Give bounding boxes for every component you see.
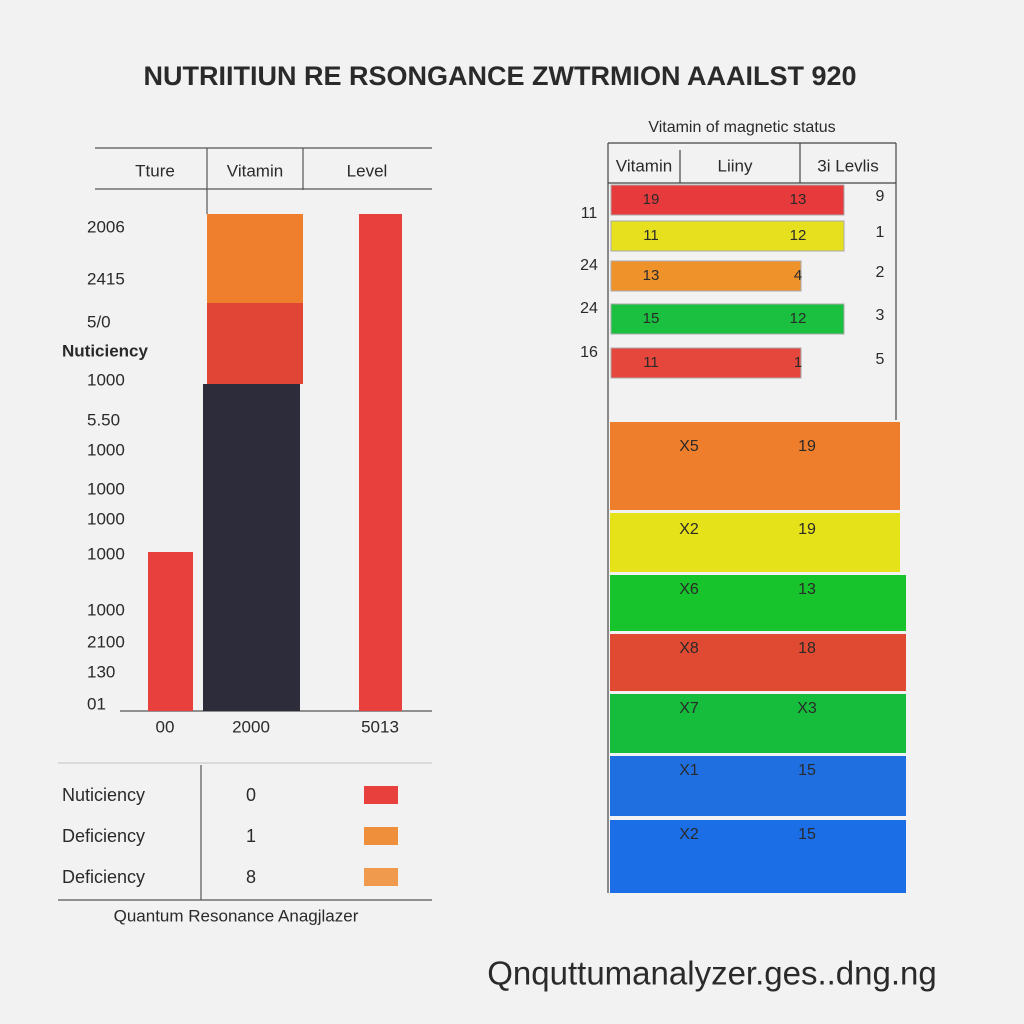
band-value: 19 [798,438,816,455]
legend-value: 1 [246,826,256,846]
row-right: 5 [876,351,885,368]
band-label: X8 [679,640,699,657]
x-label: 00 [156,717,175,736]
row-right: 1 [876,224,885,241]
band-label: X7 [679,700,699,717]
y-label: 2006 [87,217,125,236]
band [610,820,906,893]
right-frame [607,142,897,893]
y-label: 1000 [87,509,125,528]
table-header: Vitamin [227,161,283,180]
left-frame [58,147,432,901]
row-value: 12 [790,227,807,244]
y-label: 1000 [87,440,125,459]
table-header: Level [347,161,388,180]
band-value: 15 [798,762,816,779]
row-value: 13 [643,267,660,284]
y-label: 5.50 [87,410,120,429]
row-value: 15 [643,310,660,327]
row-bar [610,220,845,252]
row-value: 1 [794,354,802,371]
y-label: 1000 [87,479,125,498]
band-value: 13 [798,581,816,598]
legend-swatches [364,786,398,886]
y-label: 1000 [87,544,125,563]
legend-value: 8 [246,867,256,887]
band-label: X2 [679,521,699,538]
row-bar [610,347,802,379]
row-right: 9 [876,188,885,205]
y-label: 2415 [87,269,125,288]
y-label: 130 [87,662,115,681]
band-label: X6 [679,581,699,598]
band [610,575,906,631]
row-value: 11 [643,354,659,371]
x-label: 2000 [232,717,270,736]
table-header: Liiny [718,156,753,175]
y-label: 1000 [87,600,125,619]
band [610,513,900,572]
x-label: 5013 [361,717,399,736]
left-bars [148,214,402,711]
band-value: 15 [798,826,816,843]
title: NUTRIITIUN RE RSONGANCE ZWTRMION AAAILST… [143,61,856,91]
band-label: X2 [679,826,699,843]
legend-label: Nuticiency [62,785,145,805]
row-value: 4 [794,267,802,284]
row-value: 13 [790,191,807,208]
band-value: 18 [798,640,816,657]
band-value: X3 [797,700,817,717]
legend-value: 0 [246,785,256,805]
band [610,422,900,510]
row-value: 12 [790,310,807,327]
legend-label: Deficiency [62,826,145,846]
row-value: 19 [643,191,660,208]
table-header: 3i Levlis [817,156,878,175]
row-right: 2 [876,264,885,281]
y-label: 2100 [87,632,125,651]
table-header: Vitamin [616,156,672,175]
watermark: Qnquttumanalyzer.ges..dng.ng [487,955,936,992]
row-bar [610,303,845,335]
y-label: 1000 [87,370,125,389]
band [610,634,906,691]
right-title: Vitamin of magnetic status [648,119,835,136]
y-label: 01 [87,694,106,713]
table-header: Tture [135,161,175,180]
row-bar [610,260,802,292]
row-right: 3 [876,307,885,324]
band [610,694,906,753]
y-label: 5/0 [87,312,111,331]
legend-label: Deficiency [62,867,145,887]
row-left: 24 [580,257,598,274]
band-label: X1 [679,762,699,779]
band-value: 19 [798,521,816,538]
row-bar [610,184,845,216]
row-left: 24 [580,300,598,317]
row-left: 16 [580,344,598,361]
row-value: 11 [643,227,659,244]
y-label: Nuticiency [62,341,149,360]
band-label: X5 [679,438,699,455]
row-left: 11 [581,205,598,222]
footer: Quantum Resonance Anagjlazer [114,906,359,925]
band [610,756,906,816]
